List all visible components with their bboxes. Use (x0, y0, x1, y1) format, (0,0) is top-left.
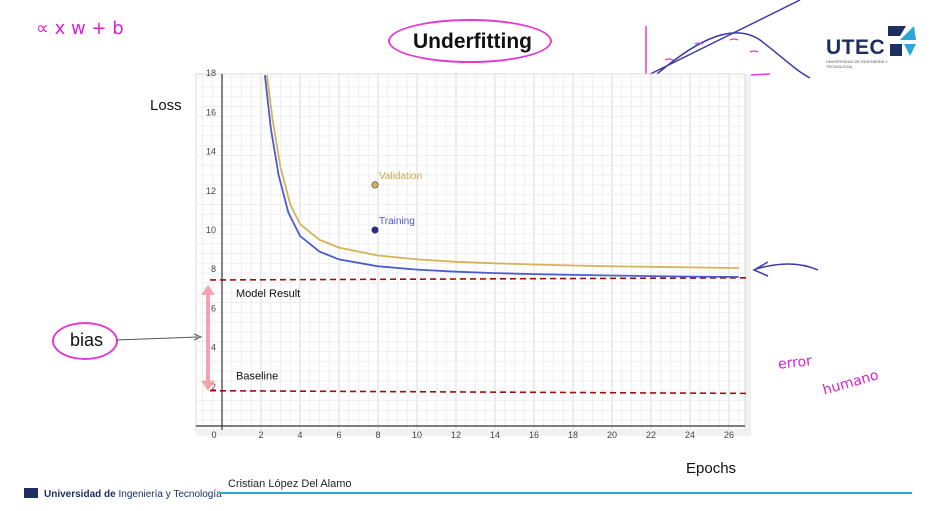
x-tick-label: 8 (375, 430, 380, 440)
y-tick-label: 18 (206, 68, 216, 78)
logo-name: UTEC (826, 36, 886, 59)
y-tick-label: 12 (206, 186, 216, 196)
y-tick-label: 6 (211, 303, 216, 313)
y-tick-label: 8 (211, 264, 216, 274)
x-tick-label: 12 (451, 430, 461, 440)
reference-line-label: Baseline (236, 371, 278, 383)
logo-subtitle: UNIVERSIDAD DE INGENIERÍA Y TECNOLOGÍA (826, 59, 888, 69)
handwritten-arrow-head (752, 261, 769, 277)
x-tick-label: 20 (607, 430, 617, 440)
bias-arrow-head-up (201, 284, 215, 295)
footer-divider (220, 492, 912, 494)
legend-label-validation: Validation (379, 171, 422, 182)
handwritten-formula: ∝ x w + b (36, 18, 124, 39)
x-tick-label: 0 (211, 430, 216, 440)
bias-pointer-head (193, 333, 203, 341)
handwritten-sketch (621, 0, 811, 89)
series-line-training (264, 75, 739, 278)
x-axis-label: Epochs (686, 460, 737, 477)
plot-area (195, 73, 746, 431)
x-tick-label: 22 (646, 430, 656, 440)
x-tick-label: 2 (258, 430, 263, 440)
legend-point-validation (371, 181, 379, 189)
bias-circle-annotation (52, 322, 118, 360)
x-tick-label: 10 (412, 430, 422, 440)
logo-mark-icon (888, 26, 916, 56)
reference-line-label: Model Result (236, 288, 300, 300)
legend-point-training (371, 226, 379, 234)
x-tick-label: 6 (336, 430, 341, 440)
x-tick-label: 26 (724, 430, 734, 440)
x-tick-label: 24 (685, 430, 695, 440)
y-tick-label: 10 (206, 225, 216, 235)
x-tick-label: 14 (490, 430, 500, 440)
slide-title: Underfitting (413, 30, 532, 53)
y-tick-label: 16 (206, 107, 216, 117)
legend-label-training: Training (379, 216, 415, 227)
title-circle-annotation (388, 19, 552, 63)
x-tick-label: 16 (529, 430, 539, 440)
university-rest: Ingeniería y Tecnología (115, 489, 222, 500)
university-name: Universidad de Ingeniería y Tecnología (24, 488, 222, 500)
y-tick-label: 2 (211, 382, 216, 392)
university-bold: Universidad de (44, 489, 116, 500)
bias-label: bias (70, 330, 104, 350)
handwritten-arrow (755, 263, 819, 271)
utec-logo: UTEC UNIVERSIDAD DE INGENIERÍA Y TECNOLO… (826, 22, 918, 72)
series-line-validation (266, 75, 739, 269)
author-name: Cristian López Del Alamo (228, 478, 352, 490)
university-flag-icon (24, 488, 38, 498)
y-axis-label: Loss (150, 97, 182, 114)
y-tick-label: 14 (206, 147, 216, 157)
x-tick-label: 18 (568, 430, 578, 440)
bias-pointer-line (115, 336, 199, 341)
y-tick-label: 4 (211, 343, 216, 353)
x-tick-label: 4 (297, 430, 302, 440)
bias-arrow-head-down (201, 380, 215, 391)
